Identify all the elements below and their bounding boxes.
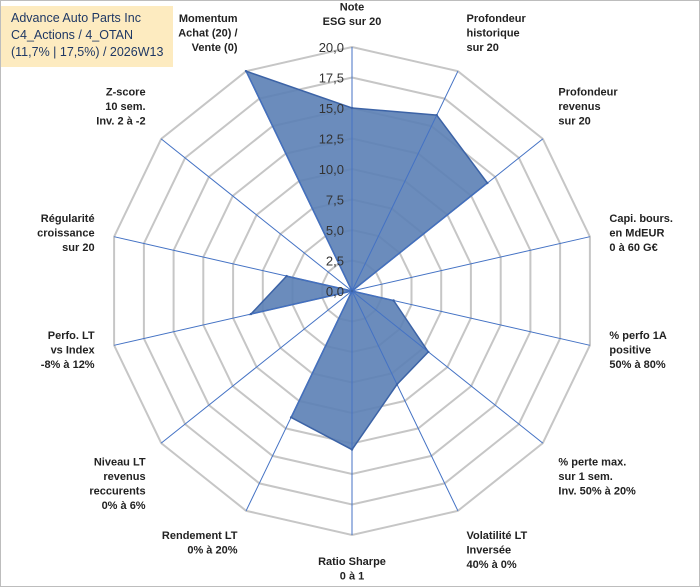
- data-point-3: [486, 181, 489, 185]
- axis-label-10: Niveau LT revenus reccurents 0% à 6%: [89, 457, 146, 512]
- data-point-5: [392, 299, 395, 302]
- axis-spoke-2: [351, 70, 459, 292]
- axis-label-4: Capi. bours. en MdEUR 0 à 60 G€: [609, 213, 673, 254]
- tick-label: 17,5: [319, 71, 344, 86]
- data-point-12: [285, 274, 288, 278]
- axis-label-line: sur 20: [467, 42, 499, 54]
- title-company: Advance Auto Parts Inc: [11, 11, 141, 25]
- axis-label-line: revenus: [558, 101, 600, 113]
- axis-label-line: Z-score: [106, 86, 146, 98]
- axis-label-line: % perfo 1A: [609, 330, 667, 342]
- axis-label-line: Rendement LT: [162, 530, 238, 542]
- axis-spoke-11: [113, 290, 353, 346]
- tick-label: 0,0: [326, 284, 344, 299]
- chart-title-box: Advance Auto Parts Inc C4_Actions / 4_OT…: [1, 6, 173, 67]
- axis-label-line: -8% à 12%: [41, 359, 95, 371]
- axis-label-line: % perte max.: [558, 457, 626, 469]
- axis-label-line: positive: [609, 345, 651, 357]
- tick-label: 5,0: [326, 223, 344, 238]
- axis-label-line: Vente (0): [192, 42, 238, 54]
- axis-label-line: ESG sur 20: [323, 16, 382, 28]
- tick-label: 15,0: [319, 101, 344, 116]
- axis-label-line: Volatilité LT: [467, 530, 528, 542]
- axis-label-line: sur 20: [558, 115, 590, 127]
- axis-spoke-14: [245, 70, 353, 292]
- axis-label-line: croissance: [37, 227, 94, 239]
- axis-label-7: Volatilité LT Inversée 40% à 0%: [467, 530, 528, 571]
- axis-spoke-13: [160, 138, 353, 292]
- axis-label-line: Perfo. LT: [48, 330, 95, 342]
- axis-label-1: Note ESG sur 20: [323, 2, 382, 29]
- axis-label-line: Inversée: [467, 544, 512, 556]
- tick-label: 10,0: [319, 162, 344, 177]
- data-point-14: [244, 70, 248, 73]
- tick-label: 12,5: [319, 132, 344, 147]
- data-point-9: [289, 416, 293, 419]
- axis-label-line: Profondeur: [467, 13, 527, 25]
- title-category: C4_Actions / 4_OTAN: [11, 28, 134, 42]
- data-point-2: [435, 113, 438, 117]
- axis-spoke-5: [351, 290, 591, 346]
- axis-spoke-10: [160, 290, 353, 444]
- axis-label-line: vs Index: [51, 345, 96, 357]
- axis-label-line: Niveau LT: [94, 457, 146, 469]
- axis-label-line: sur 20: [62, 242, 94, 254]
- axis-label-line: 0% à 20%: [187, 544, 237, 556]
- axis-label-line: 40% à 0%: [467, 559, 517, 571]
- axis-label-line: Régularité: [41, 213, 95, 225]
- axis-label-line: 50% à 80%: [609, 359, 665, 371]
- data-point-13: [350, 289, 354, 293]
- axis-label-line: Profondeur: [558, 86, 618, 98]
- axis-label-line: historique: [467, 28, 520, 40]
- data-point-8: [350, 448, 354, 451]
- axis-label-line: revenus: [103, 471, 145, 483]
- axis-label-5: % perfo 1A positive 50% à 80%: [609, 330, 667, 371]
- axis-label-line: Note: [340, 2, 364, 14]
- axis-spoke-6: [351, 290, 544, 444]
- axis-label-6: % perte max. sur 1 sem. Inv. 50% à 20%: [558, 457, 636, 498]
- tick-label: 2,5: [326, 254, 344, 269]
- data-point-1: [350, 106, 354, 110]
- tick-label: 20,0: [319, 40, 344, 55]
- axis-label-13: Z-score 10 sem. Inv. 2 à -2: [96, 86, 145, 127]
- axis-label-line: Momentum: [179, 13, 238, 25]
- axis-label-line: Capi. bours.: [609, 213, 673, 225]
- axis-spoke-12: [113, 236, 353, 292]
- axis-label-line: Inv. 2 à -2: [96, 115, 145, 127]
- axis-spoke-7: [351, 290, 459, 512]
- axis-label-11: Perfo. LT vs Index -8% à 12%: [41, 330, 96, 371]
- axis-label-12: Régularité croissance sur 20: [37, 213, 94, 254]
- axis-label-line: reccurents: [89, 486, 145, 498]
- axis-label-3: Profondeur revenus sur 20: [558, 86, 618, 127]
- axis-spoke-9: [245, 290, 353, 512]
- axis-label-line: Inv. 50% à 20%: [558, 486, 636, 498]
- data-point-6: [427, 350, 430, 354]
- axis-label-line: Achat (20) /: [178, 28, 237, 40]
- axis-label-8: Ratio Sharpe 0 à 1: [318, 556, 386, 583]
- axis-label-2: Profondeur historique sur 20: [467, 13, 527, 54]
- axis-spoke-4: [351, 236, 591, 292]
- axis-label-line: Ratio Sharpe: [318, 556, 386, 568]
- axis-label-line: 10 sem.: [105, 101, 145, 113]
- data-point-7: [395, 383, 399, 386]
- axis-label-line: 0% à 6%: [102, 500, 146, 512]
- title-stats: (11,7% | 17,5%) / 2026W13: [11, 45, 164, 59]
- axis-label-line: en MdEUR: [609, 227, 664, 239]
- axis-spoke-3: [351, 138, 544, 292]
- tick-label: 7,5: [326, 193, 344, 208]
- axis-label-line: 0 à 1: [340, 571, 364, 583]
- axis-label-9: Rendement LT 0% à 20%: [162, 530, 238, 557]
- axis-label-line: sur 1 sem.: [558, 471, 612, 483]
- axis-label-14: Momentum Achat (20) / Vente (0): [178, 13, 238, 54]
- data-point-11: [249, 312, 253, 316]
- axis-label-line: 0 à 60 G€: [609, 242, 657, 254]
